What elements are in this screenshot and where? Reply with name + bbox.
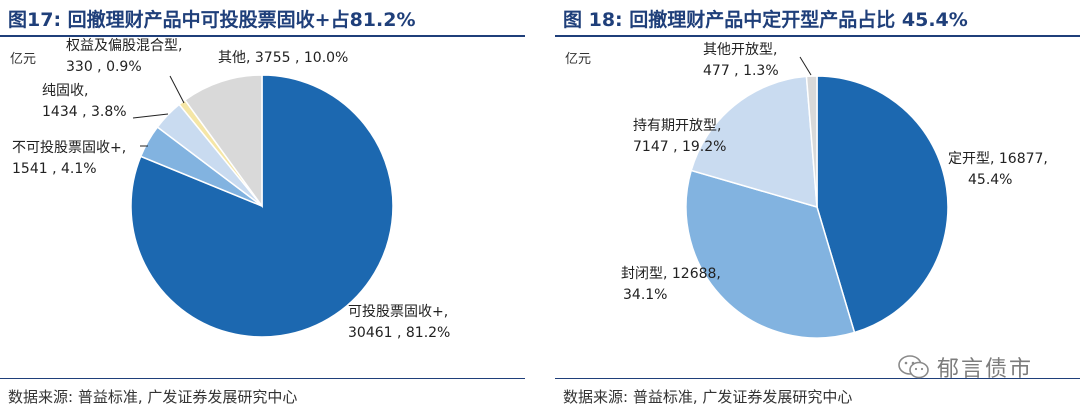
source-note: 数据来源: 普益标准, 广发证券发展研究中心 — [563, 388, 853, 406]
slice-label-text: 可投股票固收+, — [348, 304, 448, 320]
watermark: 郁言债市 — [897, 352, 1067, 382]
slice-label-text: 其他开放型, — [703, 42, 777, 58]
slice-label-text: 34.1% — [623, 287, 667, 303]
leader-line — [132, 113, 169, 119]
slice-label-text: 1434 , 3.8% — [42, 104, 127, 120]
slice-label-text: 不可投股票固收+, — [12, 140, 126, 156]
pie-chart-right: 定开型, 16877, 45.4% 封闭型, 12688, 34.1% 持有期开放型, 7… — [621, 42, 1048, 339]
pie-slice — [816, 75, 949, 334]
slice-label: 不可投股票固收+, 1541 , 4.1% — [12, 140, 148, 177]
slice-label: 可投股票固收+, 30461 , 81.2% — [348, 304, 450, 341]
pie-slice — [690, 75, 818, 209]
slice-label: 其他开放型, 477 , 1.3% — [703, 42, 812, 79]
slice-label: 定开型, 16877, 45.4% — [948, 151, 1048, 188]
slice-label-text: 477 , 1.3% — [703, 63, 779, 79]
unit-label: 亿元 — [10, 52, 37, 67]
slice-label-text: 330 , 0.9% — [66, 59, 142, 75]
slice-label-text: 1541 , 4.1% — [12, 161, 97, 177]
slice-label-text: 纯固收, — [42, 83, 88, 99]
chart-panel-left: 图17: 回撤理财产品中可投股票固收+占81.2% 亿元 可投股票固收+, 304… — [0, 0, 525, 419]
title-rule — [0, 35, 525, 37]
slice-label-text: 7147 , 19.2% — [633, 139, 726, 155]
slice-label: 持有期开放型, 7147 , 19.2% — [633, 118, 726, 155]
footer-rule — [0, 378, 525, 379]
slice-label-text: 封闭型, 12688, — [621, 266, 721, 282]
leader-line — [169, 75, 185, 104]
slice-label: 权益及偏股混合型, 330 , 0.9% — [66, 38, 185, 104]
slice-label: 纯固收, 1434 , 3.8% — [42, 83, 169, 120]
leader-line — [799, 56, 812, 76]
chart-panel-right: 图 18: 回撤理财产品中定开型产品占比 45.4% 亿元 定开型, 16877… — [555, 0, 1080, 419]
chart-title: 图 18: 回撤理财产品中定开型产品占比 45.4% — [563, 9, 968, 31]
slice-label-text: 权益及偏股混合型, — [66, 38, 182, 54]
slice-label: 其他, 3755 , 10.0% — [218, 50, 348, 66]
slice-label-text: 定开型, 16877, — [948, 151, 1048, 167]
slice-label-text: 其他, 3755 , 10.0% — [218, 50, 348, 66]
title-rule — [555, 35, 1080, 37]
chart-title: 图17: 回撤理财产品中可投股票固收+占81.2% — [8, 9, 416, 31]
watermark-text: 郁言债市 — [937, 357, 1034, 382]
slice-label: 封闭型, 12688, 34.1% — [621, 266, 721, 303]
wechat-icon — [898, 355, 929, 379]
footer-rule — [555, 378, 1080, 379]
slice-label-text: 45.4% — [968, 172, 1012, 188]
pie-chart-left: 可投股票固收+, 30461 , 81.2% 不可投股票固收+, 1541 , 4.1… — [12, 38, 450, 341]
source-note: 数据来源: 普益标准, 广发证券发展研究中心 — [8, 388, 298, 406]
pie-slice — [183, 74, 263, 209]
slice-label-text: 30461 , 81.2% — [348, 325, 450, 341]
pie-slice — [805, 75, 818, 208]
pie-slice — [685, 169, 856, 339]
slice-label-text: 持有期开放型, — [633, 118, 721, 134]
unit-label: 亿元 — [565, 52, 592, 67]
